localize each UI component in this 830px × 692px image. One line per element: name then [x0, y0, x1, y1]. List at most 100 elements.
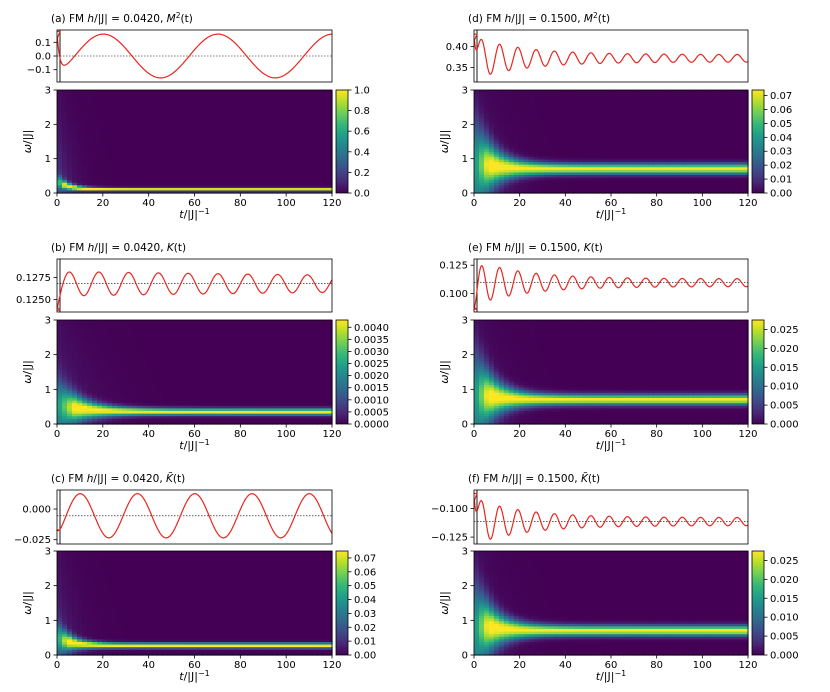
heat-cell — [82, 164, 88, 168]
heat-cell — [172, 369, 178, 373]
heat-cell — [327, 123, 333, 127]
heat-cell — [327, 348, 333, 352]
heat-cell — [82, 564, 88, 568]
heat-cell — [202, 398, 208, 402]
heat-cell — [327, 320, 333, 324]
heat-cell — [92, 172, 98, 176]
heat-cell — [277, 95, 283, 99]
heat-cell — [232, 151, 238, 155]
heat-cell — [202, 361, 208, 365]
heat-cell — [252, 335, 258, 339]
heat-cell — [242, 418, 248, 422]
heat-cell — [292, 113, 298, 117]
heat-cell — [147, 146, 153, 150]
heat-cell — [92, 364, 98, 368]
heat-cell — [207, 182, 213, 186]
heat-cell — [222, 359, 228, 363]
heat-cell — [242, 333, 248, 337]
heat-cell — [207, 403, 213, 407]
heat-cell — [97, 644, 103, 648]
heat-cell — [102, 571, 108, 575]
heat-cell — [282, 330, 288, 334]
heat-cell — [107, 185, 113, 189]
heat-cell — [207, 421, 213, 425]
heat-cell — [67, 330, 73, 334]
heat-cell — [272, 377, 278, 381]
heat-cell — [117, 162, 123, 166]
heat-cell — [197, 327, 203, 331]
heat-cell — [97, 108, 103, 112]
heat-cell — [327, 92, 333, 96]
heat-cell — [317, 340, 323, 344]
heat-cell — [92, 382, 98, 386]
heat-cell — [72, 151, 78, 155]
heat-cell — [247, 149, 253, 153]
heat-cell — [307, 395, 313, 399]
heat-cell — [162, 92, 168, 96]
heat-cell — [317, 146, 323, 150]
heat-cell — [212, 156, 218, 161]
heat-cell — [187, 366, 193, 370]
heat-cell — [222, 105, 228, 109]
heat-cell — [57, 128, 63, 132]
heat-cell — [92, 569, 98, 573]
heat-cell — [232, 131, 238, 135]
heat-cell — [127, 413, 133, 417]
heat-cell — [92, 159, 98, 163]
heat-cell — [222, 343, 228, 347]
heat-cell — [122, 416, 128, 420]
heat-cell — [232, 379, 238, 383]
heat-cell — [77, 90, 83, 94]
heat-cell — [107, 90, 113, 94]
heat-cell — [87, 603, 93, 607]
heat-cell — [262, 151, 268, 155]
heat-cell — [307, 338, 313, 342]
heat-cell — [267, 366, 273, 370]
heat-cell — [142, 177, 148, 181]
heat-cell — [192, 353, 198, 357]
heat-cell — [237, 151, 243, 155]
heat-cell — [297, 115, 303, 119]
xtick-label-a_map-4: 80 — [234, 198, 247, 209]
heat-cell — [72, 159, 78, 163]
heat-cell — [247, 115, 253, 119]
heat-cell — [162, 390, 168, 394]
heat-cell — [192, 364, 198, 368]
heat-cell — [167, 387, 173, 391]
heat-cell — [327, 138, 333, 143]
heat-cell — [217, 359, 223, 363]
heat-cell — [282, 382, 288, 386]
heat-cell — [282, 102, 288, 107]
heat-cell — [242, 390, 248, 394]
heat-cell — [62, 642, 68, 646]
heat-cell — [142, 421, 148, 425]
heat-cell — [267, 108, 273, 112]
heat-cell — [117, 141, 123, 145]
heat-cell — [77, 636, 83, 640]
heat-cell — [322, 377, 328, 381]
heat-cell — [197, 110, 203, 114]
heat-cell — [117, 182, 123, 186]
heat-cell — [247, 400, 253, 404]
heat-cell — [117, 395, 123, 399]
heat-cell — [82, 390, 88, 394]
heat-cell — [92, 113, 98, 117]
heat-cell — [132, 164, 138, 168]
heat-cell — [77, 190, 83, 194]
heat-cell — [292, 369, 298, 373]
heat-cell — [202, 172, 208, 176]
heat-cell — [67, 102, 73, 107]
heat-cell — [327, 90, 333, 94]
heat-cell — [252, 377, 258, 381]
heat-cell — [162, 149, 168, 153]
heat-cell — [287, 372, 293, 376]
heat-cell — [87, 366, 93, 370]
heat-cell — [62, 416, 68, 420]
heat-cell — [77, 618, 83, 622]
heat-cell — [112, 167, 118, 171]
heat-cell — [72, 366, 78, 370]
heat-cell — [232, 110, 238, 114]
heat-cell — [117, 382, 123, 386]
heat-cell — [137, 408, 143, 412]
heat-cell — [112, 587, 118, 591]
